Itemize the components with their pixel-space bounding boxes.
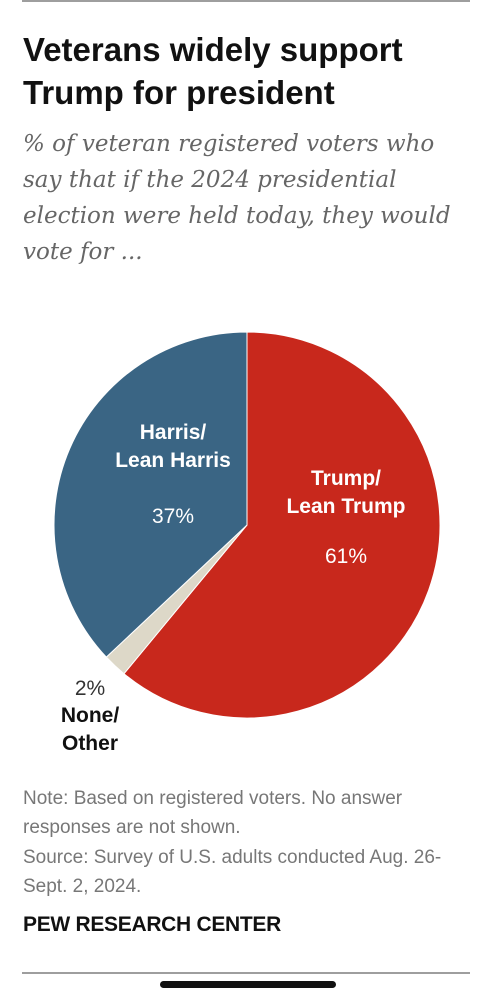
pie-slice-trump xyxy=(123,331,441,719)
chart-subtitle: % of veteran registered voters who say t… xyxy=(23,131,451,265)
slice-label-trump: Trump/ xyxy=(311,467,381,490)
pew-research-center-logo: PEW RESEARCH CENTER xyxy=(23,913,281,936)
slice-label-none-other: None/ xyxy=(61,704,120,727)
slice-label-trump: Lean Trump xyxy=(286,495,405,518)
slice-label-harris: Lean Harris xyxy=(115,449,231,472)
chart-source: Source: Survey of U.S. adults conducted … xyxy=(23,847,442,897)
chart-note: Note: Based on registered voters. No ans… xyxy=(23,788,403,838)
slice-value-harris: 37% xyxy=(152,505,194,528)
slice-value-trump: 61% xyxy=(325,545,367,568)
chart-title: Veterans widely support Trump for presid… xyxy=(23,31,403,111)
slice-label-none-other: Other xyxy=(62,732,118,755)
top-rule xyxy=(22,0,470,2)
home-indicator[interactable] xyxy=(160,981,336,988)
slice-label-harris: Harris/ xyxy=(140,421,207,444)
pie-slice-harris xyxy=(53,331,248,658)
slice-value-none-other: 2% xyxy=(75,677,105,700)
pie-chart: Trump/Lean Trump 61% None/Other 2% Harris/Le… xyxy=(53,331,441,755)
bottom-rule xyxy=(22,972,470,974)
